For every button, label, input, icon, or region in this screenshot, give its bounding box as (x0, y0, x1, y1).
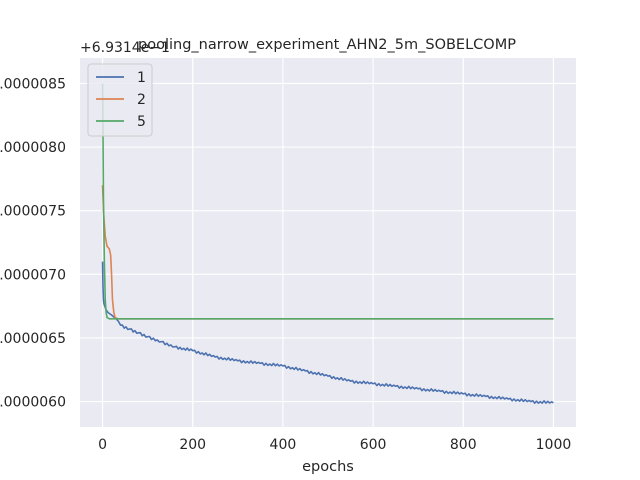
x-tick-label: 1000 (536, 437, 572, 453)
x-axis-label: epochs (302, 459, 354, 475)
y-tick-label: 0.0000080 (0, 140, 66, 156)
y-tick-label: 0.0000060 (0, 395, 66, 411)
series-layer (101, 83, 554, 404)
x-tick-label: 800 (450, 437, 477, 453)
chart-title: pooling_narrow_experiment_AHN2_5m_SOBELC… (138, 37, 516, 53)
legend: 1 2 5 (87, 63, 153, 137)
plot-area (80, 58, 576, 427)
series-line-1 (101, 261, 554, 404)
x-tick-label: 0 (98, 437, 107, 453)
x-tick-label: 400 (270, 437, 297, 453)
grid (80, 58, 576, 427)
x-tick-label: 600 (360, 437, 387, 453)
y-offset-label: +6.9314e−1 (80, 40, 170, 56)
legend-label: 2 (137, 92, 146, 108)
legend-label: 5 (137, 114, 146, 130)
legend-box (87, 63, 153, 137)
series-line-5 (101, 83, 554, 320)
x-tick-label: 200 (179, 437, 206, 453)
y-tick-label: 0.0000075 (0, 204, 66, 220)
legend-label: 1 (137, 70, 146, 86)
tick-labels: 0 200 400 600 800 1000 0.0000060 0.0000065 0.000… (0, 76, 571, 453)
y-tick-label: 0.0000085 (0, 76, 66, 92)
y-tick-label: 0.0000065 (0, 331, 66, 347)
y-tick-label: 0.0000070 (0, 267, 66, 283)
